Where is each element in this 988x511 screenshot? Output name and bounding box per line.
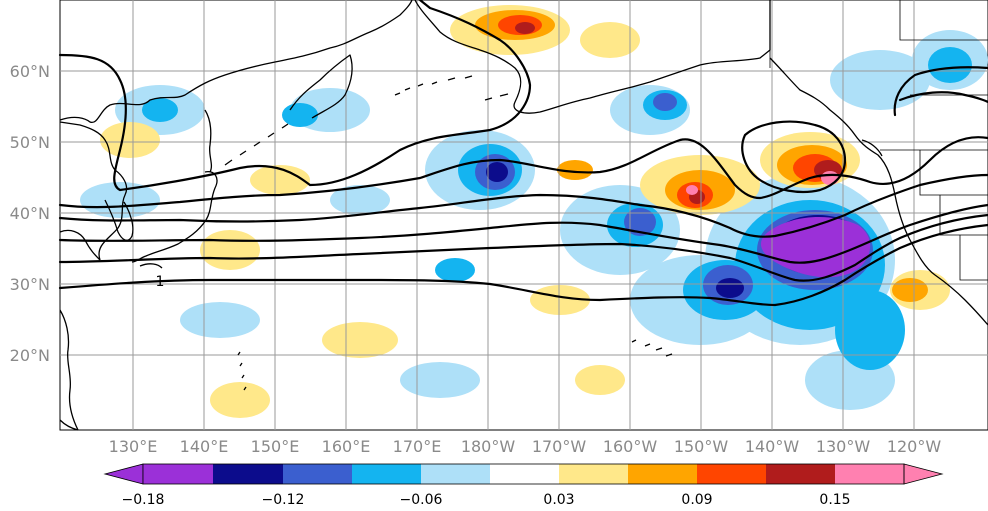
- lon-label-170e: 170°E: [393, 437, 442, 456]
- lon-label-150w: 150°W: [674, 437, 729, 456]
- colorbar-seg-9: [697, 464, 766, 484]
- latitude-labels: 60°N 50°N 40°N 30°N 20°N: [10, 62, 50, 365]
- coastlines: [59, 0, 988, 431]
- colorbar-tick-5: 0.09: [681, 492, 712, 508]
- contour-label: 1: [156, 274, 165, 290]
- lon-label-150e: 150°E: [251, 437, 300, 456]
- colorbar-seg-3: [283, 464, 352, 484]
- lon-label-130e: 130°E: [109, 437, 158, 456]
- lon-label-140w: 140°W: [745, 437, 800, 456]
- colorbar-tick-6: 0.15: [819, 492, 850, 508]
- colorbar-tick-3: −0.06: [400, 492, 443, 508]
- graticule: [60, 0, 988, 430]
- lon-label-130w: 130°W: [816, 437, 871, 456]
- colorbar-seg-5: [421, 464, 490, 484]
- lon-label-160e: 160°E: [322, 437, 371, 456]
- colorbar-seg-4: [352, 464, 421, 484]
- colorbar-seg-8: [628, 464, 697, 484]
- lat-label-60n: 60°N: [10, 62, 50, 81]
- lon-label-170w: 170°W: [532, 437, 587, 456]
- colorbar-tick-4: 0.03: [543, 492, 574, 508]
- lat-label-20n: 20°N: [10, 346, 50, 365]
- colorbar-tick-2: −0.12: [262, 492, 305, 508]
- anomaly-shading: [80, 5, 988, 418]
- lon-label-160w: 160°W: [603, 437, 658, 456]
- colorbar-seg-1: [143, 464, 213, 484]
- colorbar-seg-11: [835, 464, 904, 484]
- colorbar-seg-10: [766, 464, 835, 484]
- colorbar: −0.18 −0.12 −0.06 0.03 0.09 0.15: [103, 463, 944, 508]
- colorbar-seg-6: [490, 464, 559, 484]
- colorbar-extend-max: [903, 463, 944, 485]
- colorbar-seg-7: [559, 464, 628, 484]
- lat-label-50n: 50°N: [10, 133, 50, 152]
- colorbar-seg-2: [213, 464, 283, 484]
- colorbar-tick-1: −0.18: [122, 492, 165, 508]
- longitude-labels: 130°E 140°E 150°E 160°E 170°E 180°W 170°…: [109, 437, 942, 456]
- map-panel: 1: [58, 0, 988, 431]
- lon-label-120w: 120°W: [887, 437, 942, 456]
- lat-label-30n: 30°N: [10, 275, 50, 294]
- contour-lines: [58, 0, 988, 307]
- lon-label-180w: 180°W: [461, 437, 516, 456]
- lon-label-140e: 140°E: [180, 437, 229, 456]
- lat-label-40n: 40°N: [10, 204, 50, 223]
- colorbar-extend-min: [103, 463, 144, 485]
